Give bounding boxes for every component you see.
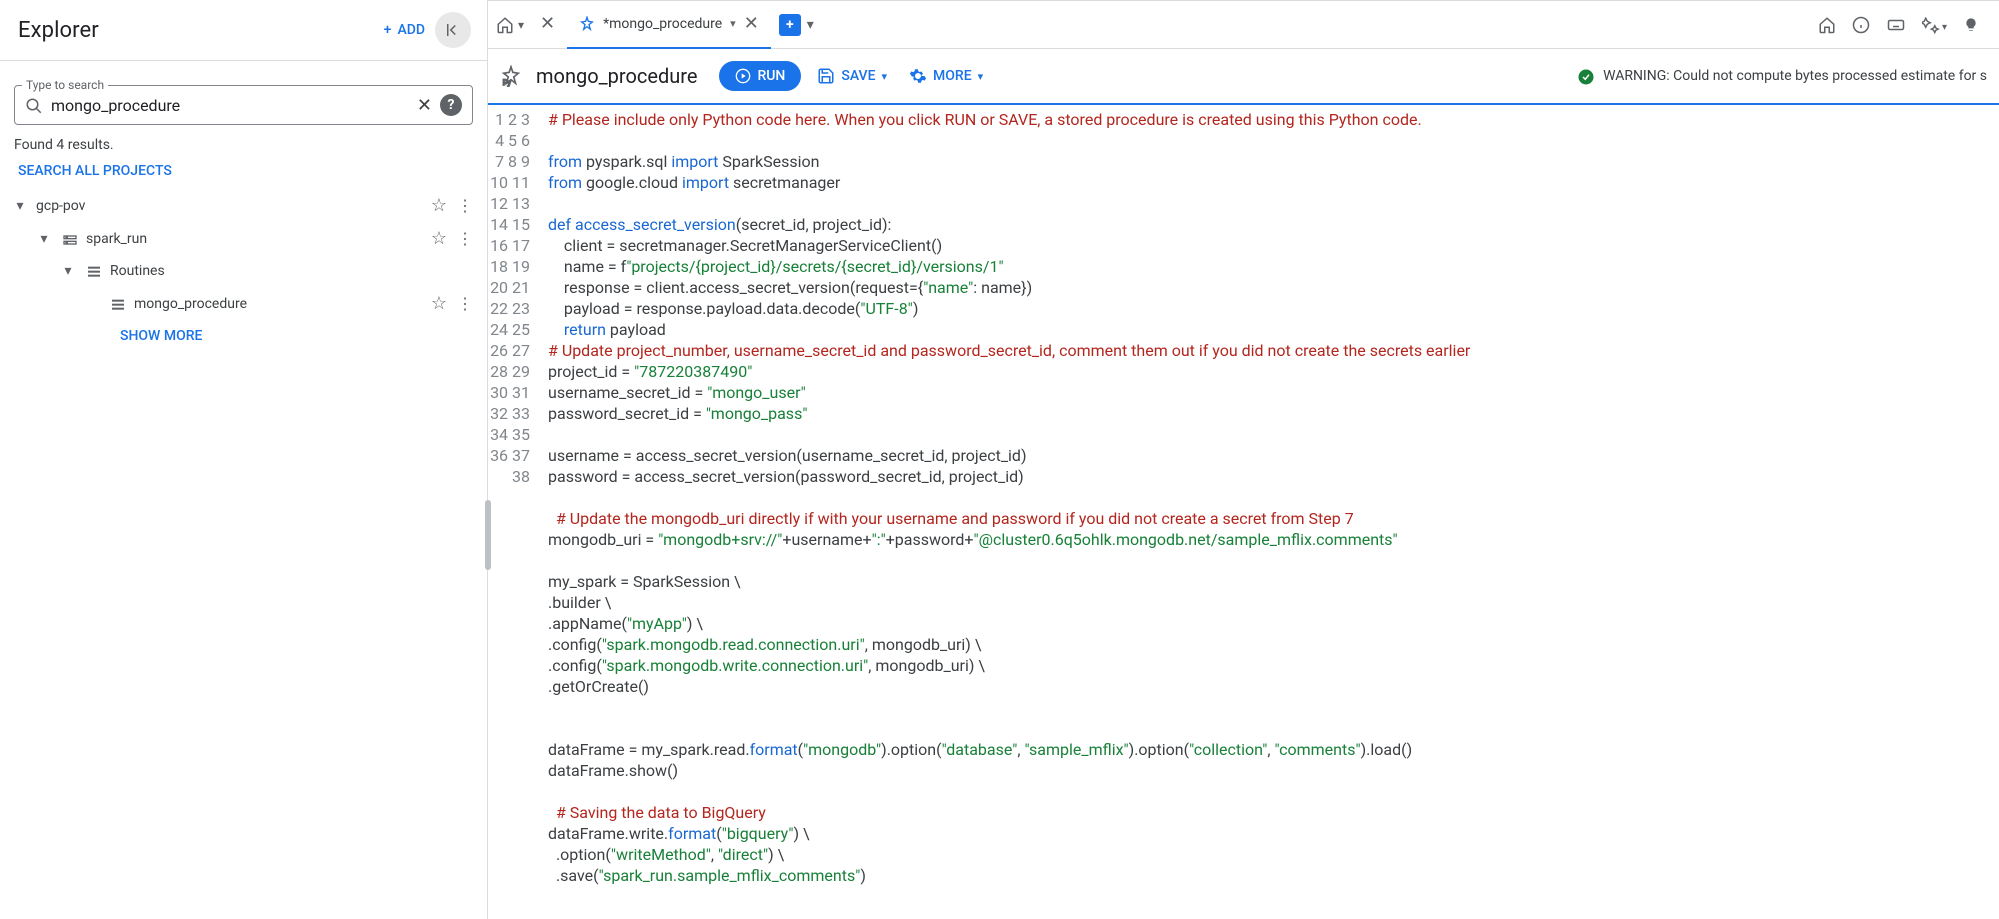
more-icon[interactable]: ⋮ (457, 294, 473, 313)
chevron-down-icon: ▾ (978, 70, 984, 83)
star-icon[interactable]: ☆ (431, 228, 447, 249)
search-icon (25, 95, 43, 116)
spark-icon (579, 15, 595, 31)
clear-search-button[interactable]: ✕ (417, 95, 432, 116)
procedure-title: mongo_procedure (536, 64, 697, 88)
search-label: Type to search (22, 78, 108, 92)
more-button[interactable]: MORE ▾ (903, 67, 989, 85)
routines-icon (84, 262, 104, 281)
tab-mongo-procedure[interactable]: *mongo_procedure ▾ ✕ (567, 1, 771, 49)
chevron-down-icon[interactable]: ▾ (730, 17, 736, 30)
new-tab-button[interactable]: + (779, 14, 801, 36)
dataset-label: spark_run (86, 231, 147, 247)
routine-icon (108, 294, 128, 313)
expand-icon: ▾ (58, 263, 78, 279)
star-icon[interactable]: ☆ (431, 195, 447, 216)
collapse-sidebar-button[interactable] (435, 12, 471, 48)
sidebar-header: Explorer + ADD (0, 0, 487, 61)
show-more-link[interactable]: SHOW MORE (0, 320, 487, 352)
tab-bar: ▾ ✕ *mongo_procedure ▾ ✕ + ▾ ▾ (488, 1, 1999, 49)
search-all-projects-link[interactable]: SEARCH ALL PROJECTS (0, 157, 487, 185)
collapse-icon (444, 21, 462, 39)
editor-toolbar: Py mongo_procedure RUN SAVE ▾ MORE ▾ (488, 49, 1999, 105)
dataset-icon (60, 229, 80, 248)
home-tab[interactable]: ▾ (492, 16, 528, 34)
run-button[interactable]: RUN (719, 61, 801, 91)
tab-label: *mongo_procedure (603, 16, 722, 32)
code-editor[interactable]: 1 2 3 4 5 6 7 8 9 10 11 12 13 14 15 16 1… (488, 105, 1999, 919)
info-icon[interactable] (1852, 14, 1870, 35)
more-icon[interactable]: ⋮ (457, 196, 473, 215)
chevron-down-icon: ▾ (882, 70, 888, 83)
explorer-sidebar: Explorer + ADD Type to search ✕ ? (0, 0, 488, 919)
warning-text: WARNING: Could not compute bytes process… (1603, 68, 1987, 84)
routines-label: Routines (110, 263, 165, 279)
magic-icon[interactable]: ▾ (1922, 14, 1947, 35)
close-icon[interactable]: ✕ (744, 13, 759, 34)
close-icon[interactable]: ✕ (540, 13, 555, 34)
dataset-node[interactable]: ▾ spark_run ☆ ⋮ (0, 222, 487, 255)
expand-icon: ▾ (34, 231, 54, 247)
run-label: RUN (757, 68, 785, 84)
gear-icon (909, 67, 927, 85)
expand-icon: ▾ (10, 198, 30, 214)
top-toolbar-icons: ▾ (1818, 14, 1995, 35)
add-label: ADD (397, 22, 425, 38)
results-count: Found 4 results. (0, 133, 487, 157)
tab-close-prev[interactable]: ✕ (528, 1, 567, 49)
more-icon[interactable]: ⋮ (457, 229, 473, 248)
routine-label: mongo_procedure (134, 296, 247, 312)
line-gutter: 1 2 3 4 5 6 7 8 9 10 11 12 13 14 15 16 1… (488, 105, 538, 919)
warning-banner: WARNING: Could not compute bytes process… (1577, 66, 1987, 87)
home-icon[interactable] (1818, 14, 1836, 35)
home-icon (496, 16, 514, 34)
search-input[interactable] (51, 96, 409, 115)
chevron-down-icon: ▾ (518, 18, 524, 32)
routines-group[interactable]: ▾ Routines (0, 255, 487, 287)
keyboard-icon[interactable] (1886, 14, 1906, 35)
save-icon (817, 67, 835, 85)
check-icon (1577, 66, 1595, 87)
save-label: SAVE (841, 68, 875, 84)
more-label: MORE (933, 68, 972, 84)
star-icon[interactable]: ☆ (431, 293, 447, 314)
code-content[interactable]: # Please include only Python code here. … (538, 105, 1999, 919)
main-panel: ▾ ✕ *mongo_procedure ▾ ✕ + ▾ ▾ (488, 0, 1999, 919)
svg-text:Py: Py (503, 78, 512, 87)
resize-handle[interactable] (485, 500, 491, 570)
plus-icon: + (384, 22, 392, 38)
add-button[interactable]: + ADD (384, 22, 425, 38)
save-button[interactable]: SAVE ▾ (811, 67, 893, 85)
procedure-icon: Py (500, 65, 522, 87)
project-label: gcp-pov (36, 198, 85, 214)
help-button[interactable]: ? (440, 94, 462, 116)
routine-item[interactable]: mongo_procedure ☆ ⋮ (0, 287, 487, 320)
tab-dropdown[interactable]: ▾ (801, 17, 820, 33)
play-icon (735, 68, 751, 84)
explorer-title: Explorer (18, 18, 99, 43)
project-node[interactable]: ▾ gcp-pov ☆ ⋮ (0, 189, 487, 222)
lightbulb-icon[interactable] (1963, 14, 1979, 35)
resource-tree: ▾ gcp-pov ☆ ⋮ ▾ spark_run ☆ ⋮ ▾ (0, 185, 487, 919)
